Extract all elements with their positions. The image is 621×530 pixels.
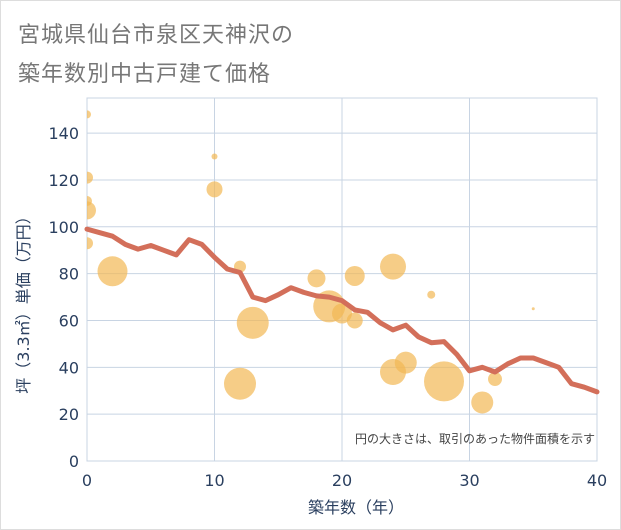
bubble-point [87,237,93,250]
bubble-point [211,153,218,160]
bubble-point [488,372,502,387]
y-tick-label: 140 [48,124,79,143]
bubble-point [380,253,406,280]
axis-ticks: 0 10 20 30 40 0 20 40 60 80 100 120 140 [48,124,607,490]
bubble-point [471,391,494,414]
y-tick-label: 80 [59,265,79,284]
x-tick-label: 10 [204,471,224,490]
bubble-point [224,367,256,400]
bubble-point [87,110,91,119]
bubble-point [346,312,363,329]
x-tick-label: 20 [332,471,352,490]
y-tick-label: 60 [59,311,79,330]
x-tick-label: 30 [459,471,479,490]
y-tick-label: 20 [59,405,79,424]
bubble-point [394,351,417,374]
bubble-point [206,181,223,198]
trend-line-series [84,226,600,395]
chart-title-line-2: 築年数別中古戸建て価格 [18,62,272,87]
bubble-point [307,269,326,288]
x-axis-title: 築年数（年） [308,498,404,517]
y-tick-label: 0 [69,452,79,471]
bubble-point [332,303,352,324]
y-tick-label: 40 [59,358,79,377]
bubble-point [427,290,436,299]
grid [86,97,598,462]
x-tick-label: 40 [587,471,607,490]
bubble-point [424,361,464,402]
y-tick-label: 120 [48,171,79,190]
chart-title-line-1: 宮城県仙台市泉区天神沢の [18,23,295,48]
average-price-line [84,226,600,395]
x-tick-label: 0 [82,471,92,490]
bubble-point [87,171,93,184]
y-axis-title: 坪（3.3㎡）単価（万円） [14,208,33,393]
bubble-point [87,201,96,220]
bubble-point [344,265,365,286]
size-legend-note: 円の大きさは、取引のあった物件面積を示す [355,431,595,446]
y-tick-label: 100 [48,218,79,237]
bubble-point [531,307,535,311]
bubble-point [97,256,128,287]
bubble-point [236,306,269,339]
